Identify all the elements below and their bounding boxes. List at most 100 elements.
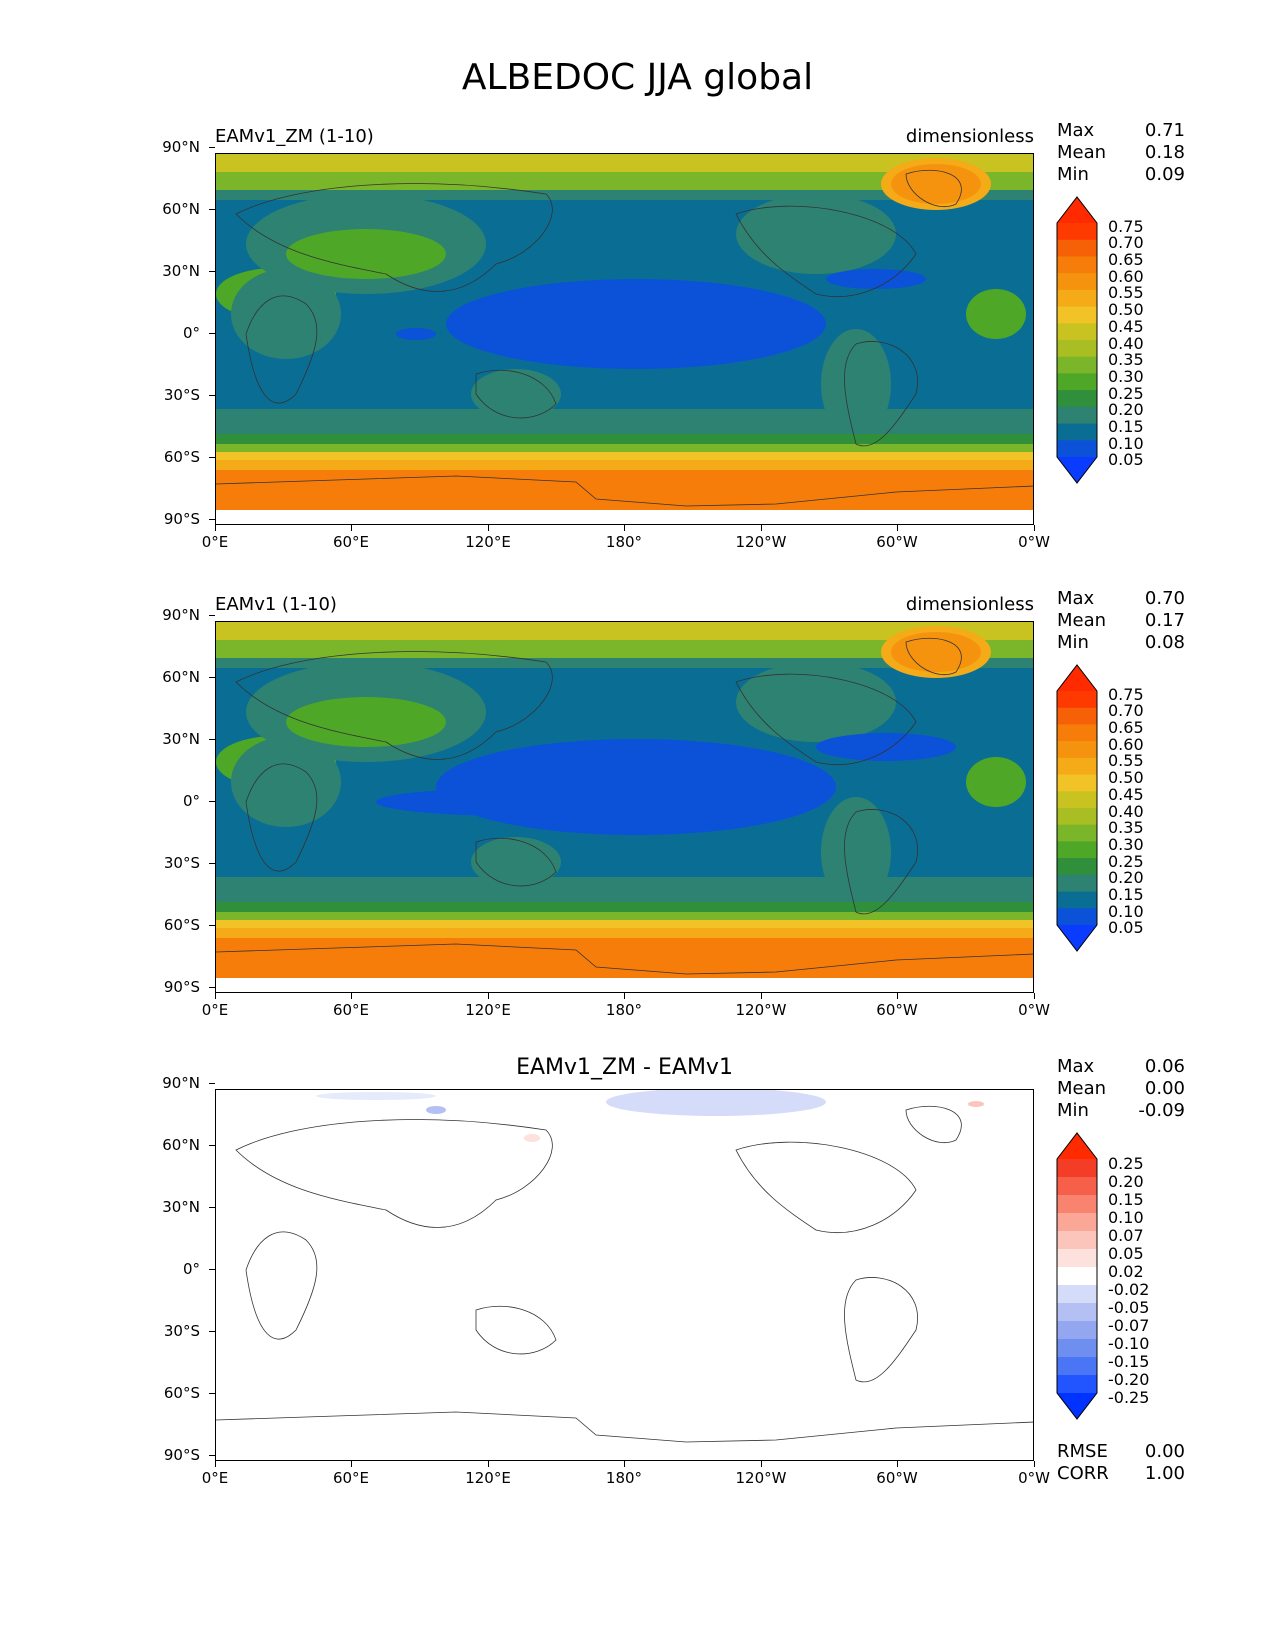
colorbar-bin bbox=[1057, 1213, 1097, 1232]
ytick-label: 60°S bbox=[140, 448, 215, 466]
ytick-label: 90°S bbox=[140, 978, 215, 996]
colorbar-extend-max bbox=[1057, 1133, 1097, 1159]
xtick-label: 120°E bbox=[448, 525, 528, 551]
xtick-label: 0°E bbox=[175, 993, 255, 1019]
colorbar-tick: 0.55 bbox=[1108, 751, 1144, 770]
stat-max-label: Max bbox=[1057, 120, 1095, 141]
colorbar-tick: -0.02 bbox=[1108, 1280, 1150, 1299]
colorbar-bin bbox=[1057, 239, 1097, 257]
panel-eamv1: EAMv1 (1-10) dimensionless bbox=[0, 573, 1275, 1033]
difference-map bbox=[215, 1089, 1034, 1461]
colorbar-tick: 0.25 bbox=[1108, 384, 1144, 403]
colorbar-tick: 0.10 bbox=[1108, 1208, 1144, 1227]
colorbar-tick: -0.15 bbox=[1108, 1352, 1150, 1371]
colorbar-bin bbox=[1057, 1249, 1097, 1268]
xtick-label: 60°E bbox=[311, 993, 391, 1019]
xtick-label: 120°W bbox=[721, 525, 801, 551]
stat-min: 0.08 bbox=[1144, 632, 1185, 653]
units-label: dimensionless bbox=[905, 126, 1034, 147]
colorbar-extend-max bbox=[1057, 197, 1097, 223]
colorbar-tick: 0.10 bbox=[1108, 902, 1144, 921]
ytick-label: 90°S bbox=[140, 1446, 215, 1464]
colorbar-bin bbox=[1057, 1375, 1097, 1394]
albedo-map bbox=[215, 153, 1034, 525]
colorbar-tick: 0.35 bbox=[1108, 818, 1144, 837]
xtick-label: 60°W bbox=[857, 525, 937, 551]
corr-value: 1.00 bbox=[1144, 1463, 1185, 1484]
xtick-label: 60°E bbox=[311, 1461, 391, 1487]
colorbar-bin bbox=[1057, 1195, 1097, 1214]
metrics-box: RMSE 0.00 CORR 1.00 bbox=[1057, 1441, 1185, 1485]
ytick-label: 30°N bbox=[140, 730, 215, 748]
colorbar-tick: 0.30 bbox=[1108, 835, 1144, 854]
colorbar bbox=[1056, 1132, 1098, 1420]
colorbar-tick: 0.65 bbox=[1108, 718, 1144, 737]
colorbar-extend-max bbox=[1057, 665, 1097, 691]
panel-title: EAMv1 (1-10) bbox=[215, 594, 337, 615]
ytick-label: 60°S bbox=[140, 916, 215, 934]
colorbar-tick: 0.15 bbox=[1108, 417, 1144, 436]
colorbar-tick: 0.20 bbox=[1108, 1172, 1144, 1191]
stats-box: Max 0.70 Mean 0.17 Min 0.08 bbox=[1057, 588, 1185, 654]
panel-eamv1-zm: EAMv1_ZM (1-10) dimensionless bbox=[0, 105, 1275, 565]
ytick-label: 30°N bbox=[140, 262, 215, 280]
colorbar-outline bbox=[1056, 1132, 1098, 1420]
stat-mean-label: Mean bbox=[1057, 1078, 1107, 1099]
stat-max-label: Max bbox=[1057, 1056, 1095, 1077]
stat-mean: 0.18 bbox=[1144, 142, 1185, 163]
ytick-label: 0° bbox=[140, 792, 215, 810]
colorbar-bin bbox=[1057, 1357, 1097, 1376]
colorbar-tick: 0.20 bbox=[1108, 868, 1144, 887]
colorbar-bin bbox=[1057, 1267, 1097, 1286]
ytick-label: 90°N bbox=[140, 606, 215, 624]
xtick-label: 120°E bbox=[448, 1461, 528, 1487]
colorbar-tick: 0.65 bbox=[1108, 250, 1144, 269]
colorbar-tick: 0.75 bbox=[1108, 217, 1144, 236]
stat-min: 0.09 bbox=[1144, 164, 1185, 185]
ytick-label: 0° bbox=[140, 1260, 215, 1278]
panel-difference: EAMv1_ZM - EAMv1 90°N 60°N 30°N 0° 30°S … bbox=[0, 1041, 1275, 1501]
ytick-label: 60°N bbox=[140, 1136, 215, 1154]
colorbar-bin bbox=[1057, 390, 1097, 408]
colorbar-tick: 0.20 bbox=[1108, 400, 1144, 419]
colorbar-bin bbox=[1057, 1177, 1097, 1196]
colorbar-bin bbox=[1057, 306, 1097, 324]
ytick-label: 60°N bbox=[140, 200, 215, 218]
xtick-label: 60°W bbox=[857, 993, 937, 1019]
xtick-label: 180° bbox=[584, 525, 664, 551]
ytick-label: 30°S bbox=[140, 854, 215, 872]
map-field-diverging bbox=[216, 1090, 1033, 1460]
colorbar-bin bbox=[1057, 908, 1097, 926]
colorbar-bin bbox=[1057, 289, 1097, 308]
colorbar-bin bbox=[1057, 373, 1097, 391]
colorbar-bin bbox=[1057, 874, 1097, 893]
colorbar-tick: 0.60 bbox=[1108, 267, 1144, 286]
stat-mean: 0.17 bbox=[1144, 610, 1185, 631]
colorbar-tick: -0.05 bbox=[1108, 1298, 1150, 1317]
xtick-label: 180° bbox=[584, 993, 664, 1019]
colorbar-tick: 0.45 bbox=[1108, 785, 1144, 804]
colorbar-bin bbox=[1057, 1303, 1097, 1322]
colorbar-bin bbox=[1057, 423, 1097, 441]
colorbar-bin bbox=[1057, 1159, 1097, 1178]
colorbar-tick: 0.45 bbox=[1108, 317, 1144, 336]
colorbar-tick: 0.05 bbox=[1108, 1244, 1144, 1263]
colorbar-tick: 0.55 bbox=[1108, 283, 1144, 302]
colorbar-bin bbox=[1057, 1231, 1097, 1250]
ytick-label: 30°S bbox=[140, 386, 215, 404]
colorbar-bin bbox=[1057, 273, 1097, 291]
xtick-label: 60°W bbox=[857, 1461, 937, 1487]
stat-min: -0.09 bbox=[1138, 1100, 1185, 1121]
colorbar-tick: 0.40 bbox=[1108, 802, 1144, 821]
colorbar-outline bbox=[1056, 664, 1098, 952]
colorbar-tick: 0.35 bbox=[1108, 350, 1144, 369]
colorbar-tick: 0.07 bbox=[1108, 1226, 1144, 1245]
xtick-label: 60°E bbox=[311, 525, 391, 551]
colorbar-tick: 0.02 bbox=[1108, 1262, 1144, 1281]
stat-min-label: Min bbox=[1057, 1100, 1089, 1121]
colorbar-extend-min bbox=[1057, 457, 1097, 483]
xtick-label: 120°E bbox=[448, 993, 528, 1019]
colorbar-tick: 0.70 bbox=[1108, 701, 1144, 720]
colorbar-bin bbox=[1057, 841, 1097, 859]
colorbar-bin bbox=[1057, 256, 1097, 274]
